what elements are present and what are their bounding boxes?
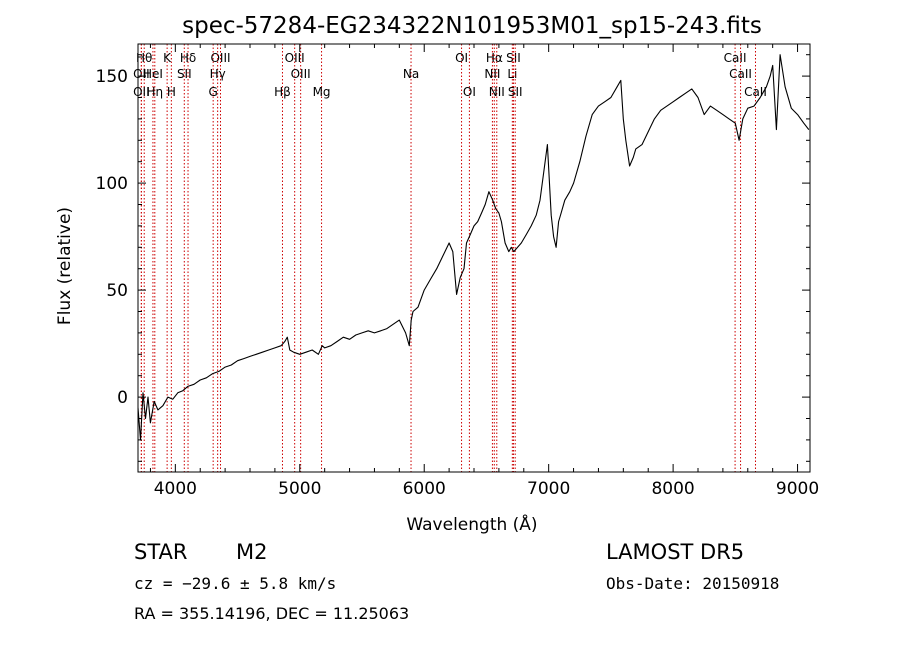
survey-name: LAMOST DR5 xyxy=(606,540,744,564)
x-tick-label-5: 9000 xyxy=(776,479,819,499)
line-marker-label-22: SII xyxy=(506,51,521,65)
object-subclass: M2 xyxy=(236,540,267,564)
line-marker-label-17: OI xyxy=(455,51,468,65)
line-marker-label-6: H xyxy=(167,85,176,99)
y-axis-title: Flux (relative) xyxy=(55,207,75,325)
line-marker-label-3: HeI xyxy=(143,67,163,81)
spectrum-line xyxy=(137,54,810,441)
line-marker-label-21: NII xyxy=(489,85,505,99)
line-marker-label-14: Hβ xyxy=(274,85,291,99)
line-marker-label-15: Mg xyxy=(313,85,331,99)
line-marker-label-25: CaII xyxy=(724,51,747,65)
y-axis-ticks: 0 50 100 150 xyxy=(96,54,810,462)
line-marker-label-12: OIII xyxy=(285,51,305,65)
line-marker-label-2: OII xyxy=(133,85,150,99)
line-marker-label-20: NII xyxy=(484,67,500,81)
y-tick-label-3: 150 xyxy=(96,67,128,87)
line-marker-label-13: OIII xyxy=(291,67,311,81)
line-marker-label-4: Hη xyxy=(146,85,163,99)
x-tick-label-0: 4000 xyxy=(154,479,197,499)
line-marker-label-24: SII xyxy=(508,85,523,99)
y-tick-label-0: 0 xyxy=(117,388,128,408)
line-marker-label-10: Hγ xyxy=(210,67,226,81)
line-marker-label-7: SII xyxy=(177,67,192,81)
observation-date: Obs-Date: 20150918 xyxy=(606,574,779,593)
object-type: STAR xyxy=(134,540,187,564)
x-tick-label-3: 7000 xyxy=(527,479,570,499)
x-tick-label-2: 6000 xyxy=(403,479,446,499)
y-tick-label-1: 50 xyxy=(106,281,128,301)
x-axis-ticks: 4000 5000 6000 7000 8000 9000 xyxy=(149,44,819,499)
line-marker-label-8: Hδ xyxy=(180,51,196,65)
line-marker-label-23: Li xyxy=(507,67,517,81)
spectrum-series xyxy=(137,54,810,441)
x-tick-label-1: 5000 xyxy=(278,479,321,499)
line-marker-label-9: OIII xyxy=(210,51,230,65)
x-axis-title: Wavelength (Å) xyxy=(406,513,537,535)
line-marker-label-18: OI xyxy=(463,85,476,99)
redshift-velocity: cz = −29.6 ± 5.8 km/s xyxy=(134,574,336,593)
line-marker-label-26: CaII xyxy=(729,67,752,81)
y-tick-label-2: 100 xyxy=(96,174,128,194)
coordinates: RA = 355.14196, DEC = 11.25063 xyxy=(134,604,409,623)
line-marker-label-16: Na xyxy=(403,67,419,81)
line-marker-label-11: G xyxy=(209,85,218,99)
x-tick-label-4: 8000 xyxy=(651,479,694,499)
line-marker-label-19: Hα xyxy=(486,51,503,65)
chart-title: spec-57284-EG234322N101953M01_sp15-243.f… xyxy=(182,13,762,39)
line-marker-label-5: K xyxy=(163,51,172,65)
line-marker-label-1: OII xyxy=(133,67,150,81)
